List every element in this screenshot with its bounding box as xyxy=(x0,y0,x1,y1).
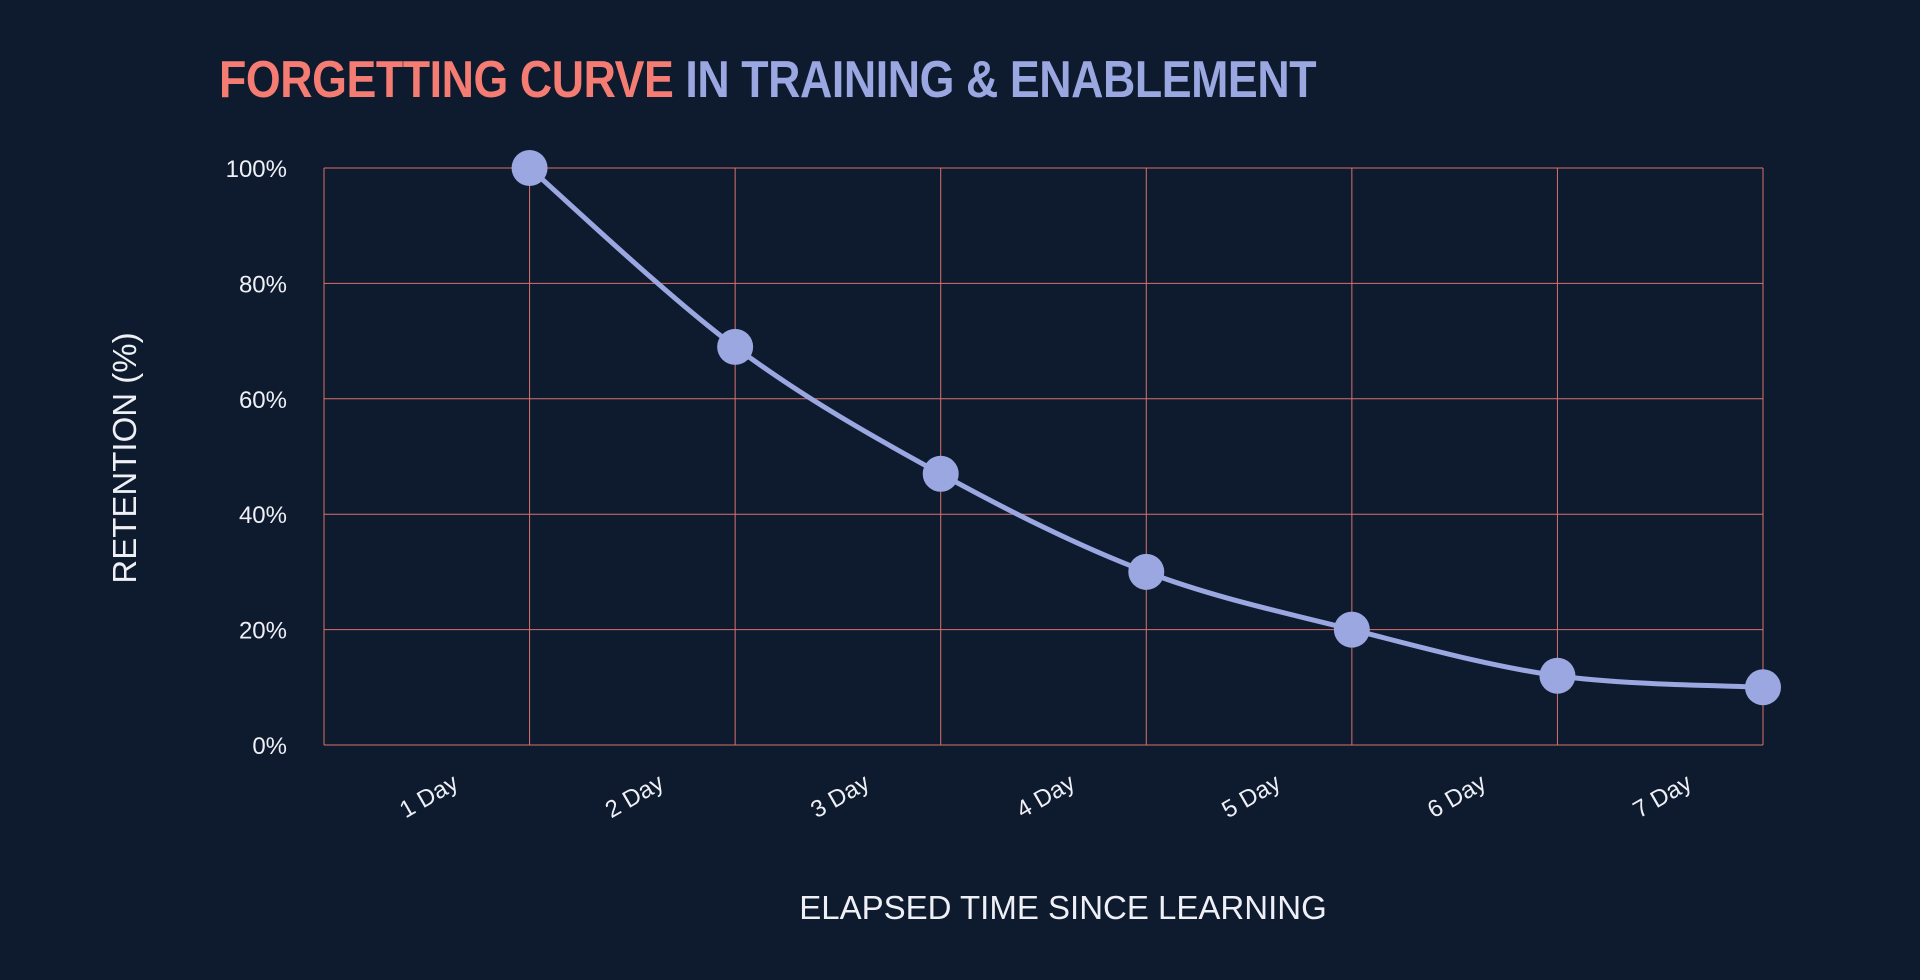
chart-title-accent: FORGETTING CURVE xyxy=(219,51,674,109)
x-tick-label: 4 Day xyxy=(1012,769,1080,824)
data-point xyxy=(922,455,959,492)
y-tick-label: 100% xyxy=(226,156,287,183)
data-point xyxy=(1539,657,1576,694)
chart-title-main: IN TRAINING & ENABLEMENT xyxy=(685,51,1317,109)
data-points xyxy=(511,150,1781,706)
y-tick-label: 60% xyxy=(239,387,287,414)
y-tick-label: 20% xyxy=(239,618,287,645)
y-tick-label: 0% xyxy=(252,733,287,760)
x-tick-label: 1 Day xyxy=(395,769,463,824)
data-point xyxy=(1745,669,1781,706)
x-axis-label: ELAPSED TIME SINCE LEARNING xyxy=(799,889,1327,926)
y-axis-label: RETENTION (%) xyxy=(106,332,143,583)
x-tick-label: 2 Day xyxy=(601,769,669,824)
x-tick-label: 7 Day xyxy=(1629,769,1697,824)
data-point xyxy=(1128,553,1165,590)
chart-title: FORGETTING CURVE IN TRAINING & ENABLEMEN… xyxy=(219,50,1317,110)
x-axis-ticks: 1 Day 2 Day 3 Day 4 Day 5 Day 6 Day 7 Day xyxy=(395,769,1696,824)
data-point xyxy=(717,328,754,365)
x-tick-label: 5 Day xyxy=(1217,769,1285,824)
x-tick-label: 6 Day xyxy=(1423,769,1491,824)
y-tick-label: 80% xyxy=(239,271,287,298)
data-point xyxy=(1333,611,1370,648)
x-tick-label: 3 Day xyxy=(806,769,874,824)
data-point xyxy=(511,150,548,186)
chart-grid xyxy=(323,167,1764,746)
y-tick-label: 40% xyxy=(239,502,287,529)
y-axis-ticks: 100% 80% 60% 40% 20% 0% xyxy=(226,156,287,760)
